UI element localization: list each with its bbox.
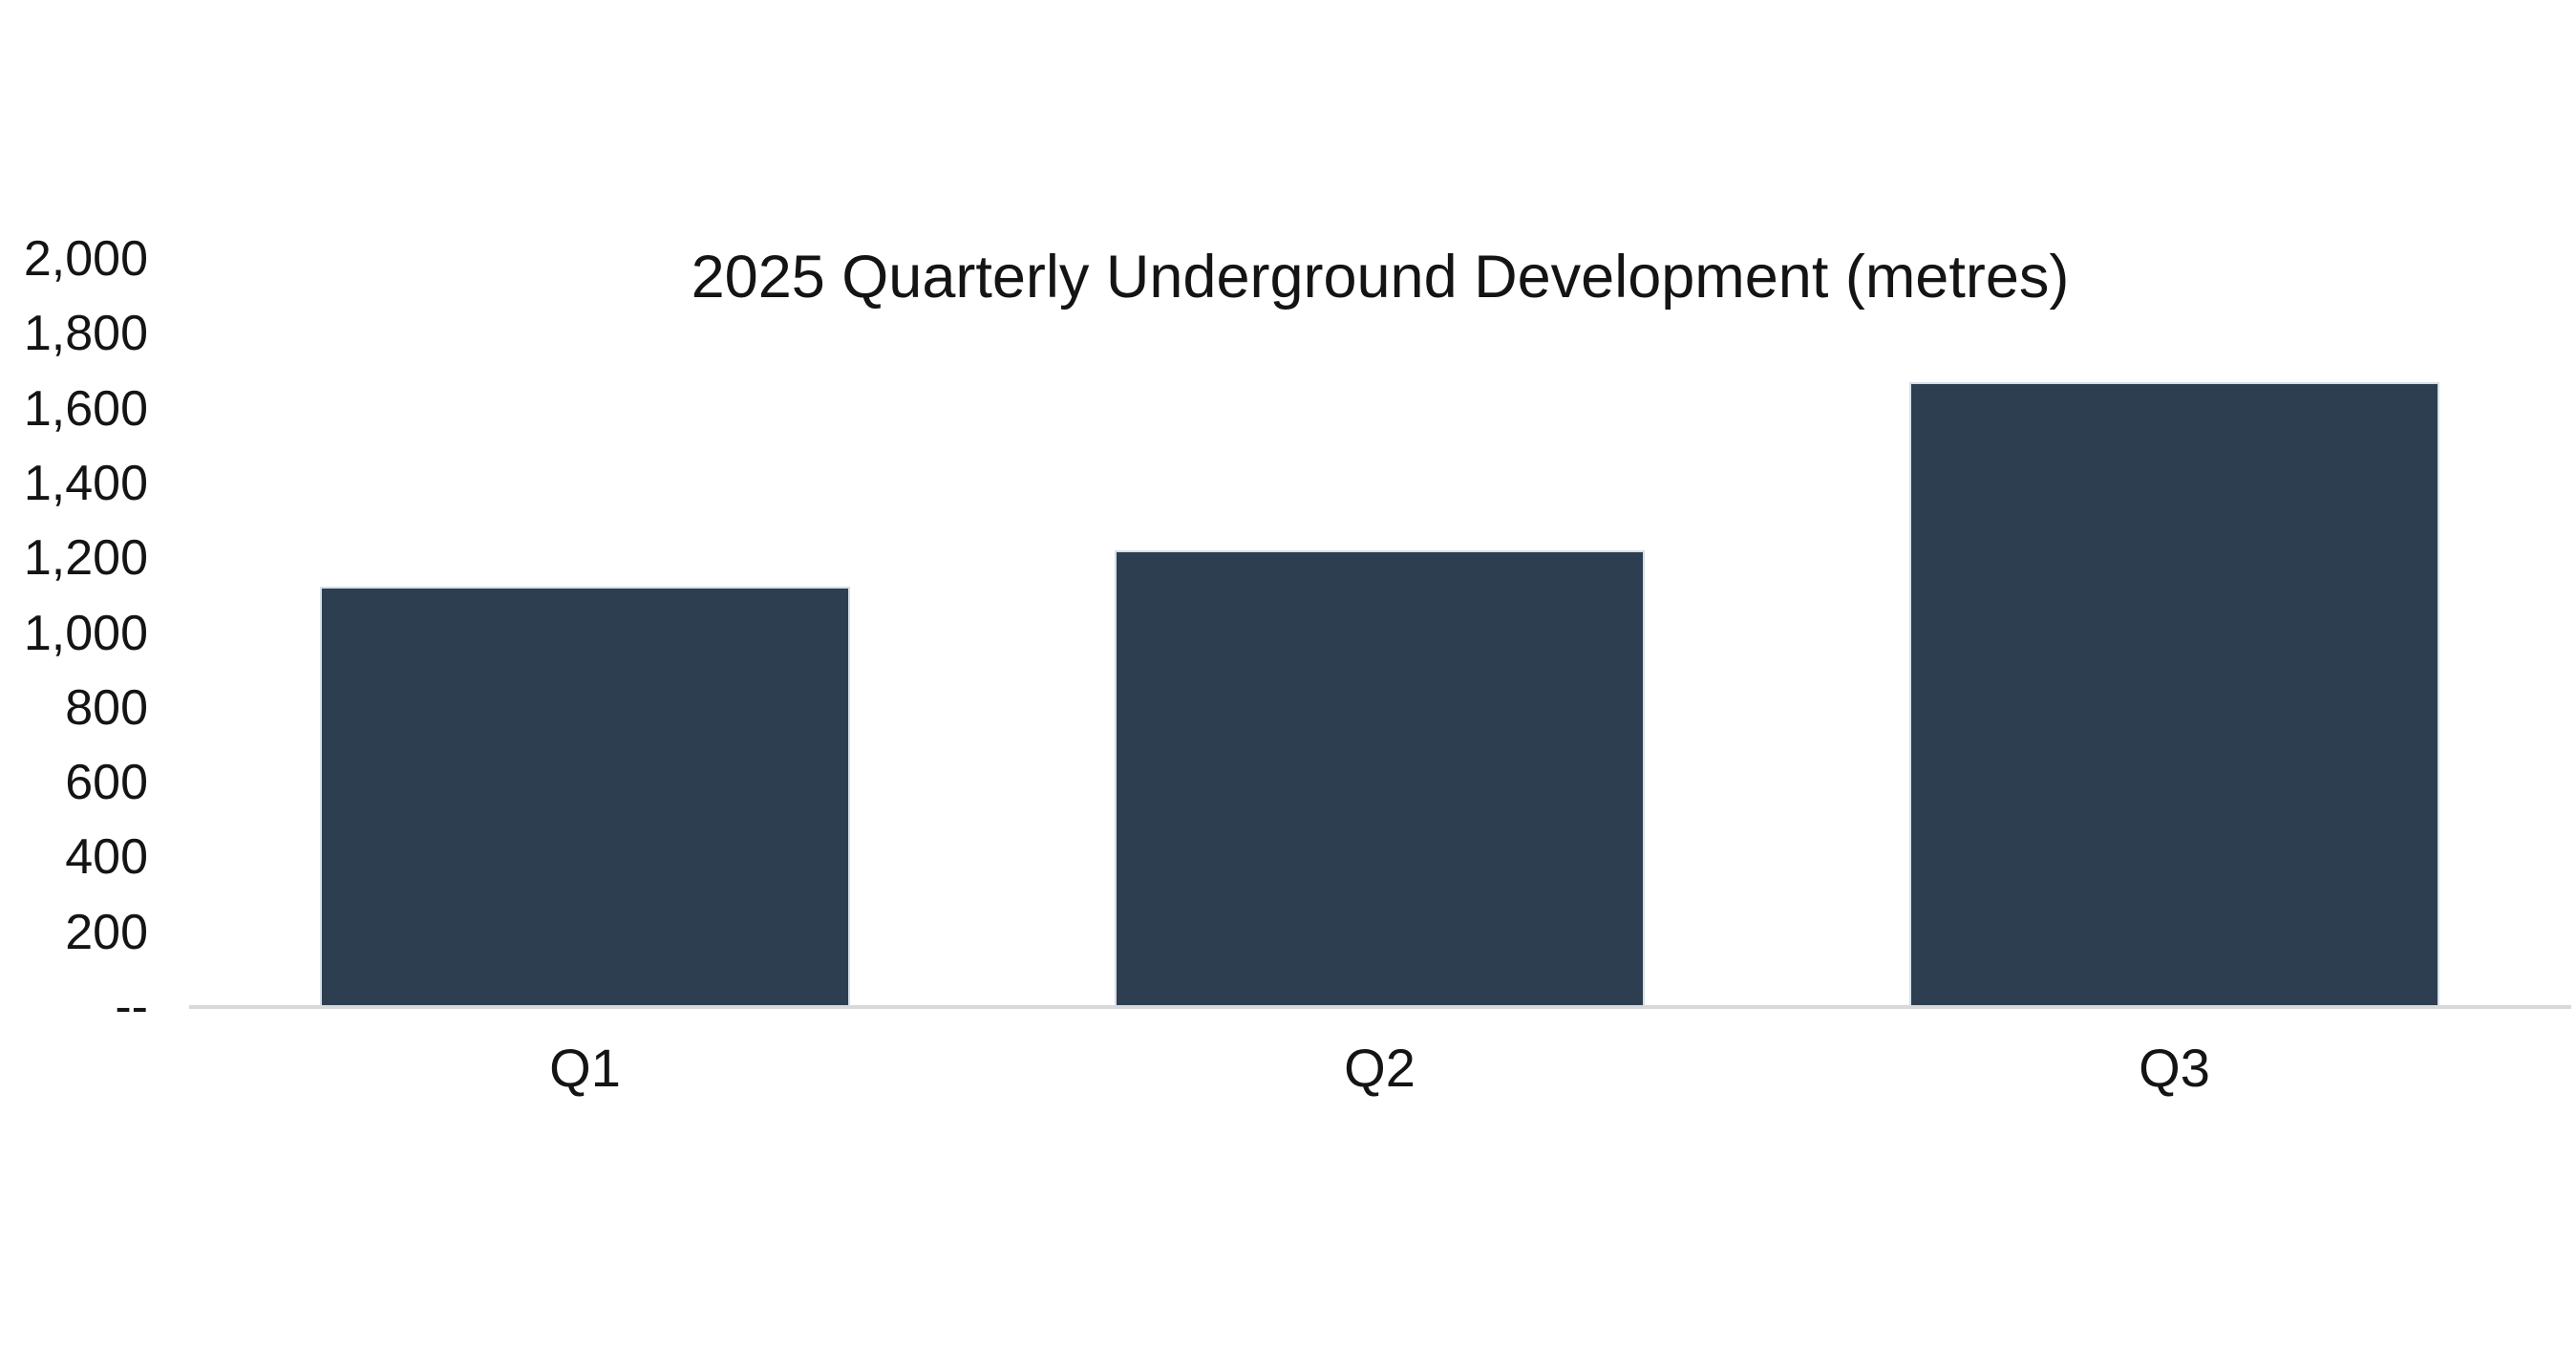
y-tick-label: 1,800 (23, 306, 148, 362)
y-tick-label: 200 (65, 904, 148, 960)
chart-title: 2025 Quarterly Underground Development (… (691, 244, 2070, 311)
y-tick-label: -- (115, 979, 148, 1035)
y-tick-label: 1,400 (23, 455, 148, 511)
y-tick-label: 600 (65, 755, 148, 811)
y-tick-label: 800 (65, 679, 148, 736)
y-tick-label: 1,200 (23, 530, 148, 587)
x-category-label-q3: Q3 (2139, 1038, 2210, 1098)
x-category-label-q2: Q2 (1344, 1038, 1416, 1098)
x-category-label-q1: Q1 (549, 1038, 621, 1098)
bar-q1 (320, 587, 850, 1007)
bar-q3 (1909, 382, 2439, 1007)
y-tick-label: 1,000 (23, 605, 148, 661)
x-axis-line (189, 1005, 2571, 1009)
y-tick-label: 400 (65, 829, 148, 886)
y-tick-label: 2,000 (23, 231, 148, 287)
y-tick-label: 1,600 (23, 380, 148, 437)
bar-q2 (1115, 550, 1645, 1007)
